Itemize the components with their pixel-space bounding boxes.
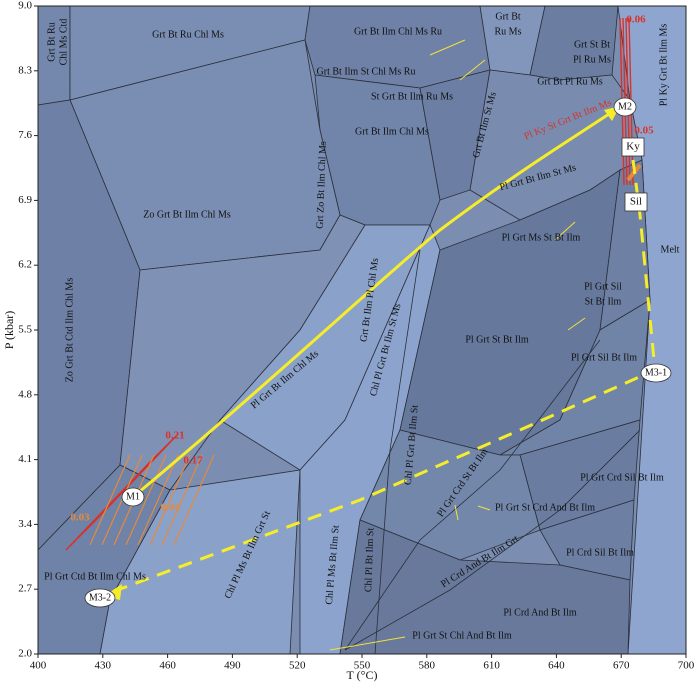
field-label: Pl Crd And Bt Ilm xyxy=(503,607,577,618)
isopleth-label: 0.17 xyxy=(183,455,203,467)
field-label: Pl Grt St Chl And Bt Ilm xyxy=(412,630,512,641)
leader xyxy=(329,636,406,651)
leader xyxy=(477,505,491,511)
y-tick-label: 8.3 xyxy=(18,64,32,76)
isopleth-line xyxy=(125,454,167,546)
field-label: Grt Bt Ilm Chl Ms Ru xyxy=(354,26,442,37)
field-label: St Bt Ilm xyxy=(585,296,622,307)
x-tick-label: 490 xyxy=(224,660,241,672)
axes: 400 430 460 490 520 550 580 610 640 670 700 2.0 2.7 3… xyxy=(18,0,695,672)
isopleth-line xyxy=(93,433,179,523)
leader-lines xyxy=(329,39,586,651)
x-tick-label: 640 xyxy=(548,660,565,672)
isopleth-label: 0.21 xyxy=(165,430,184,442)
point-label: M1 xyxy=(126,491,140,502)
field-label: Pl Crd Sil Bt Ilm xyxy=(566,547,634,558)
y-tick-label: 6.2 xyxy=(18,259,32,271)
field-label: Grt Bt xyxy=(495,11,521,22)
x-tick-label: 550 xyxy=(354,660,371,672)
field-label: Pl Ru Ms xyxy=(573,54,611,65)
field-label: Zo Grt Bt Ctd Ilm Chl Ms xyxy=(64,278,75,383)
y-tick-label: 9.0 xyxy=(18,0,32,12)
field-label: Pl Grt Sil Bt Ilm xyxy=(571,352,637,363)
field-label: Chl Ms Ctd xyxy=(58,19,69,66)
isopleth-line xyxy=(161,454,203,546)
field xyxy=(469,69,643,221)
leader xyxy=(429,39,466,56)
field-label: Pl Ky Grt Bt Ilm Ms xyxy=(658,24,669,107)
y-tick-label: 2.0 xyxy=(18,648,32,660)
isopleth-line xyxy=(137,454,179,546)
boundary xyxy=(344,339,601,651)
field-label: St Grt Bt Ilm Ru Ms xyxy=(371,91,453,102)
field-label: Grt Bt Ilm Chl Ms xyxy=(355,126,429,137)
field-label: Pl Grt Crd Sil Bt Ilm xyxy=(580,472,664,483)
field-label: Pl Grt Sil xyxy=(584,281,622,292)
leader xyxy=(459,59,486,81)
x-tick-label: 580 xyxy=(419,660,436,672)
field-label: Grt Zo Bt Ilm Chl Ms xyxy=(315,141,329,229)
isopleth-line xyxy=(101,454,143,546)
mineral-label: Sil xyxy=(630,196,642,208)
x-tick-label: 520 xyxy=(289,660,306,672)
isopleth-line xyxy=(149,454,191,546)
y-tick-label: 6.9 xyxy=(18,194,32,206)
mineral-box xyxy=(624,192,648,212)
point-marker xyxy=(84,588,116,608)
isopleth-label: 0.06 xyxy=(626,14,646,26)
y-tick-label: 2.7 xyxy=(18,583,32,595)
y-tick-label: 4.8 xyxy=(18,388,32,400)
point-label: M2 xyxy=(618,101,632,112)
field-label: Grt St Bt xyxy=(574,39,610,50)
point-marker xyxy=(121,487,145,507)
isopleth-line xyxy=(173,454,215,546)
mineral-label: Ky xyxy=(626,141,640,153)
isopleth-label: 0.05 xyxy=(634,125,654,137)
field-label: Melt xyxy=(661,244,680,255)
isopleth-label: 0.03 xyxy=(70,512,90,524)
y-axis-title: P (kbar) xyxy=(2,311,16,350)
x-tick-label: 670 xyxy=(613,660,630,672)
y-tick-label: 5.5 xyxy=(18,324,32,336)
y-tick-label: 4.1 xyxy=(18,453,32,465)
mineral-box xyxy=(621,137,645,157)
field-label: Ru Ms xyxy=(495,26,522,37)
point-marker xyxy=(613,97,637,117)
field-label: Pl Grt St Crd And Bt Ilm xyxy=(495,502,595,513)
field-label: Pl Grt St Bt Ilm xyxy=(465,334,529,345)
isopleth-label: 0.04 xyxy=(160,502,180,514)
boundary xyxy=(344,429,641,651)
leader xyxy=(554,221,576,241)
isopleth-line xyxy=(89,454,131,546)
x-tick-label: 700 xyxy=(678,660,695,672)
field-label: Grt Bt Ru Chl Ms xyxy=(152,29,224,40)
field-label: Pl Grt Ctd Bt Ilm Chl Ms xyxy=(44,571,146,582)
field-label: Grt Bt Ru xyxy=(46,22,57,61)
field-label: Pl Grt Ms St Bt Ilm xyxy=(502,232,581,243)
y-tick-label: 7.6 xyxy=(18,129,32,141)
x-tick-label: 460 xyxy=(159,660,176,672)
x-tick-label: 430 xyxy=(95,660,112,672)
field-label: Chl Pl Bt Ilm St xyxy=(363,527,376,592)
leader xyxy=(567,317,586,331)
leader xyxy=(454,504,459,521)
point-label: M3-2 xyxy=(89,592,111,603)
x-axis-title: T (°C) xyxy=(347,668,378,682)
x-tick-label: 400 xyxy=(30,660,47,672)
y-tick-label: 3.4 xyxy=(18,518,32,530)
point-label: M3-1 xyxy=(645,367,667,378)
point-marker xyxy=(640,363,672,383)
boundary xyxy=(374,249,421,655)
field-label: Grt Bt Ilm St Chl Ms Ru xyxy=(317,66,416,77)
x-tick-label: 610 xyxy=(483,660,500,672)
field-label: Grt Bt Pl Ru Ms xyxy=(537,76,603,87)
prograde-path xyxy=(132,110,613,499)
field-label: Zo Grt Bt Ilm Chl Ms xyxy=(143,209,231,220)
